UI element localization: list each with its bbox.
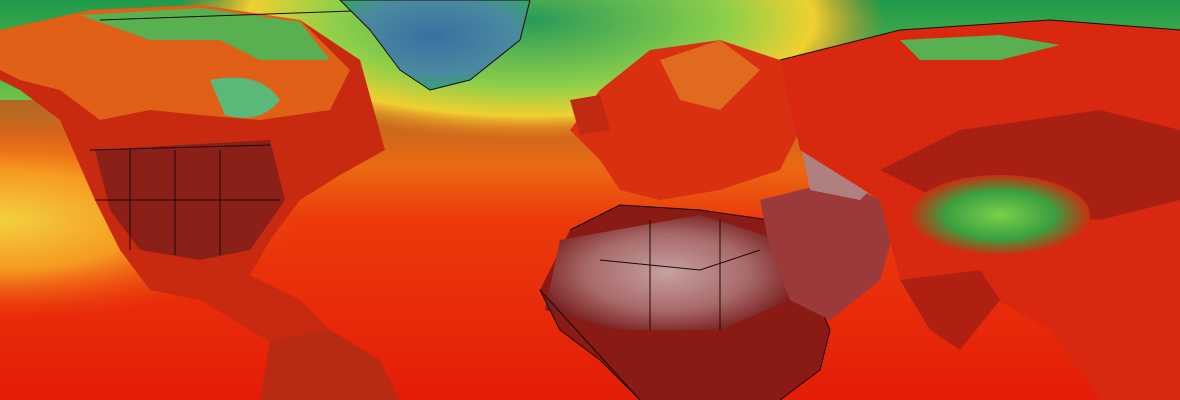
british-isles [570, 95, 610, 135]
south-america [260, 330, 400, 400]
arabia [760, 180, 900, 320]
arctic-canada [80, 8, 330, 60]
africa-borders [599, 220, 761, 330]
greenland-coast [339, 0, 531, 91]
greenland [340, 0, 530, 90]
siberia-cool [900, 35, 1060, 60]
asia-coast [779, 19, 1180, 61]
state-borders [89, 144, 280, 255]
hudson-bay [210, 77, 280, 118]
tibet [910, 175, 1090, 255]
border [99, 9, 381, 21]
india [900, 270, 1000, 350]
sahara [545, 215, 790, 330]
scandinavia [660, 40, 760, 110]
